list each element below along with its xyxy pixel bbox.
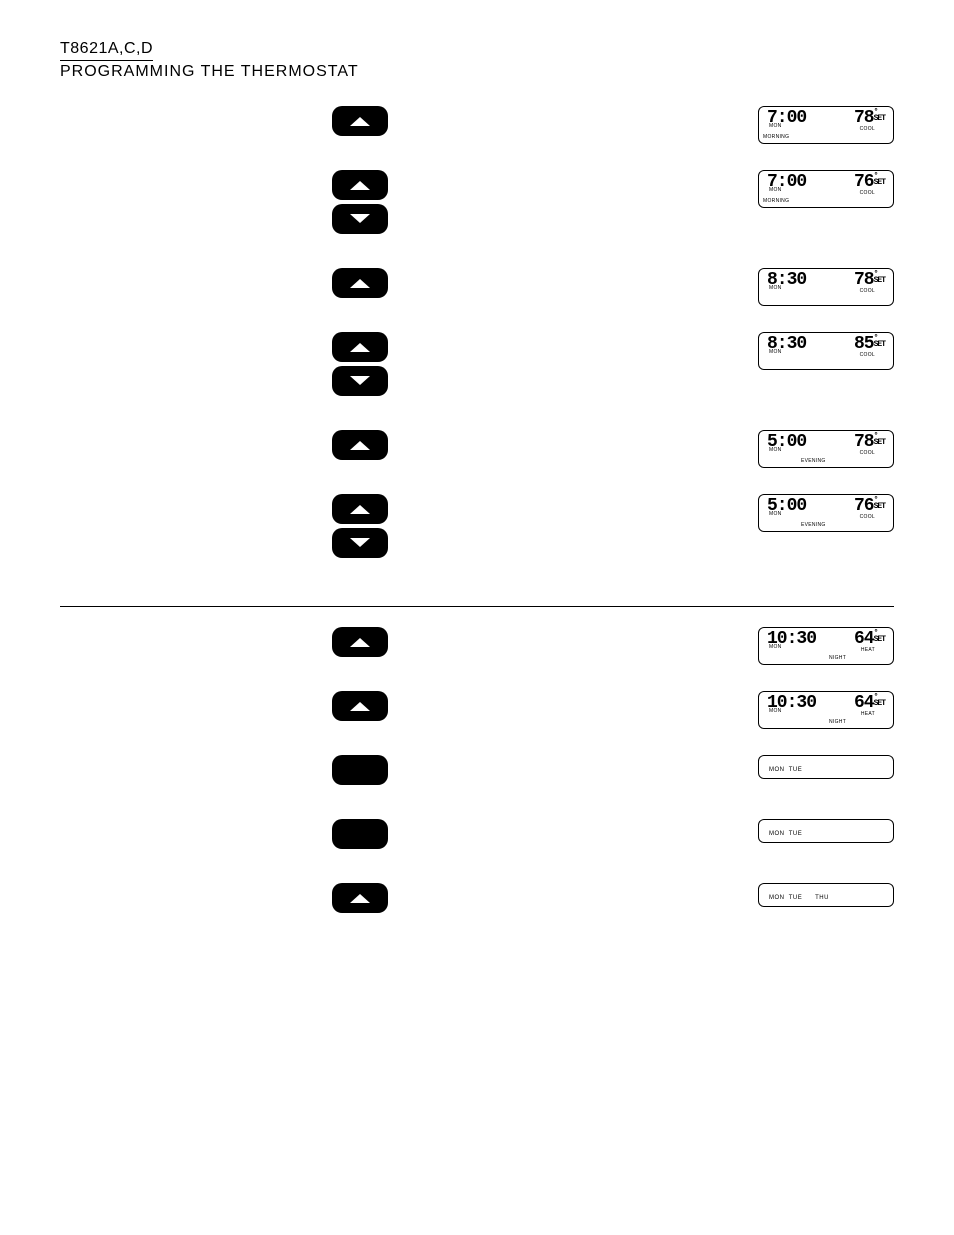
instruction-row: 5:0076°SETMONEVENINGCOOL bbox=[60, 494, 894, 578]
button-column bbox=[320, 627, 400, 657]
display-day: MON bbox=[769, 349, 782, 355]
up-arrow-button[interactable] bbox=[332, 170, 388, 200]
lcd-display-short: MON TUE THU bbox=[758, 883, 894, 907]
display-column: 7:0076°SETMONMORNINGCOOL bbox=[734, 170, 894, 208]
section-divider bbox=[60, 606, 894, 607]
blank-button[interactable] bbox=[332, 819, 388, 849]
up-arrow-button[interactable] bbox=[332, 494, 388, 524]
down-arrow-button[interactable] bbox=[332, 204, 388, 234]
up-arrow-button[interactable] bbox=[332, 627, 388, 657]
display-days: MON TUE THU bbox=[769, 895, 829, 901]
lcd-display: 10:3064°SETMONNIGHTHEAT bbox=[758, 627, 894, 665]
up-arrow-button[interactable] bbox=[332, 883, 388, 913]
display-mode: COOL bbox=[860, 288, 875, 294]
instruction-row: 10:3064°SETMONNIGHTHEAT bbox=[60, 627, 894, 677]
lcd-display: 5:0078°SETMONEVENINGCOOL bbox=[758, 430, 894, 468]
page-header: T8621A,C,D PROGRAMMING THE THERMOSTAT bbox=[60, 40, 894, 81]
lcd-display: 8:3085°SETMONCOOL bbox=[758, 332, 894, 370]
display-column: 8:3085°SETMONCOOL bbox=[734, 332, 894, 370]
instruction-row: 10:3064°SETMONNIGHTHEAT bbox=[60, 691, 894, 741]
button-column bbox=[320, 883, 400, 913]
instruction-row: MON TUE THU bbox=[60, 883, 894, 933]
display-period: MORNING bbox=[763, 134, 789, 140]
display-mode: COOL bbox=[860, 514, 875, 520]
display-temp: 78°SET bbox=[854, 270, 885, 290]
display-temp: 76°SET bbox=[854, 496, 885, 516]
up-arrow-button[interactable] bbox=[332, 268, 388, 298]
lcd-display: 5:0076°SETMONEVENINGCOOL bbox=[758, 494, 894, 532]
instruction-row: 7:0078°SETMONMORNINGCOOL bbox=[60, 106, 894, 156]
button-column bbox=[320, 755, 400, 785]
up-arrow-button[interactable] bbox=[332, 332, 388, 362]
section-title: PROGRAMMING THE THERMOSTAT bbox=[60, 63, 894, 81]
button-column bbox=[320, 691, 400, 721]
display-period: EVENING bbox=[801, 522, 826, 528]
up-arrow-button[interactable] bbox=[332, 430, 388, 460]
display-column: MON TUE THU bbox=[734, 883, 894, 907]
display-column: 10:3064°SETMONNIGHTHEAT bbox=[734, 627, 894, 665]
display-column: 5:0076°SETMONEVENINGCOOL bbox=[734, 494, 894, 532]
display-temp: 78°SET bbox=[854, 432, 885, 452]
display-day: MON bbox=[769, 285, 782, 291]
lcd-display-short: MON TUE bbox=[758, 755, 894, 779]
up-arrow-button[interactable] bbox=[332, 691, 388, 721]
lcd-display: 7:0076°SETMONMORNINGCOOL bbox=[758, 170, 894, 208]
display-period: NIGHT bbox=[829, 719, 846, 725]
display-day: MON bbox=[769, 447, 782, 453]
lcd-display: 8:3078°SETMONCOOL bbox=[758, 268, 894, 306]
button-column bbox=[320, 494, 400, 558]
down-arrow-button[interactable] bbox=[332, 366, 388, 396]
display-temp: 78°SET bbox=[854, 108, 885, 128]
instruction-row: 7:0076°SETMONMORNINGCOOL bbox=[60, 170, 894, 254]
instruction-row: 8:3078°SETMONCOOL bbox=[60, 268, 894, 318]
display-column: 5:0078°SETMONEVENINGCOOL bbox=[734, 430, 894, 468]
display-mode: HEAT bbox=[861, 647, 875, 653]
display-period: NIGHT bbox=[829, 655, 846, 661]
display-temp: 64°SET bbox=[854, 629, 885, 649]
display-period: MORNING bbox=[763, 198, 789, 204]
display-days: MON TUE bbox=[769, 831, 802, 837]
lcd-display-short: MON TUE bbox=[758, 819, 894, 843]
lcd-display: 10:3064°SETMONNIGHTHEAT bbox=[758, 691, 894, 729]
display-column: MON TUE bbox=[734, 755, 894, 779]
instruction-row: MON TUE bbox=[60, 755, 894, 805]
display-column: 10:3064°SETMONNIGHTHEAT bbox=[734, 691, 894, 729]
display-temp: 85°SET bbox=[854, 334, 885, 354]
display-day: MON bbox=[769, 708, 782, 714]
display-mode: COOL bbox=[860, 190, 875, 196]
blank-button[interactable] bbox=[332, 755, 388, 785]
display-temp: 64°SET bbox=[854, 693, 885, 713]
content-area: 7:0078°SETMONMORNINGCOOL 7:0076°SETMONMO… bbox=[60, 106, 894, 933]
display-mode: HEAT bbox=[861, 711, 875, 717]
instruction-row: MON TUE bbox=[60, 819, 894, 869]
button-column bbox=[320, 430, 400, 460]
button-column bbox=[320, 332, 400, 396]
display-day: MON bbox=[769, 644, 782, 650]
display-column: MON TUE bbox=[734, 819, 894, 843]
display-day: MON bbox=[769, 123, 782, 129]
display-days: MON TUE bbox=[769, 767, 802, 773]
button-column bbox=[320, 268, 400, 298]
lcd-display: 7:0078°SETMONMORNINGCOOL bbox=[758, 106, 894, 144]
display-mode: COOL bbox=[860, 126, 875, 132]
button-column bbox=[320, 170, 400, 234]
display-column: 8:3078°SETMONCOOL bbox=[734, 268, 894, 306]
button-column bbox=[320, 819, 400, 849]
down-arrow-button[interactable] bbox=[332, 528, 388, 558]
display-period: EVENING bbox=[801, 458, 826, 464]
display-day: MON bbox=[769, 511, 782, 517]
model-number: T8621A,C,D bbox=[60, 40, 153, 61]
display-temp: 76°SET bbox=[854, 172, 885, 192]
display-day: MON bbox=[769, 187, 782, 193]
instruction-row: 5:0078°SETMONEVENINGCOOL bbox=[60, 430, 894, 480]
display-mode: COOL bbox=[860, 352, 875, 358]
display-mode: COOL bbox=[860, 450, 875, 456]
button-column bbox=[320, 106, 400, 136]
instruction-row: 8:3085°SETMONCOOL bbox=[60, 332, 894, 416]
up-arrow-button[interactable] bbox=[332, 106, 388, 136]
display-column: 7:0078°SETMONMORNINGCOOL bbox=[734, 106, 894, 144]
